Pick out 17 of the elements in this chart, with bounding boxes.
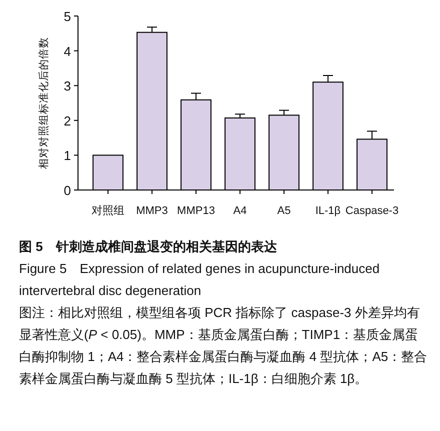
y-tick-label: 1 xyxy=(64,148,71,164)
x-tick-label: MMP13 xyxy=(177,205,215,217)
y-axis-title: 相对对照组标准化后的倍数 xyxy=(37,37,50,169)
text: 图注：相比对照组，模型组各项 PCR 指标除了 caspase-3 外差异均有显著性意义(P < 0.05)。MMP：基质金属蛋白酶；TIMP1：基质金属蛋白酶抑制物 1；A4：整合素样金属蛋白酶与凝血酶 4 型抗体；A5：整合素样金属蛋白酶与凝血酶 5 型抗体；IL-1β：白细胞介素 1β。 xyxy=(19,304,428,388)
x-tick-label: A4 xyxy=(233,205,247,217)
y-tick-label: 0 xyxy=(64,183,71,198)
x-tick-label: IL-1β xyxy=(315,205,341,217)
x-tick-label: MMP3 xyxy=(136,205,168,217)
y-tick-label: 3 xyxy=(64,78,71,94)
y-tick-label: 4 xyxy=(64,44,71,59)
y-tick-label: 2 xyxy=(64,113,71,128)
x-tick-label: A5 xyxy=(277,205,291,217)
x-tick-label: 对照组 xyxy=(92,204,124,217)
x-tick-label: Caspase-3 xyxy=(345,205,399,217)
text: 图 5 针刺造成椎间盘退变的相关基因的表达 xyxy=(19,238,278,256)
y-tick-label: 5 xyxy=(64,9,71,24)
text: Figure 5 Expression of related genes in acupuncture-induced intervertebral disc degeneration xyxy=(19,260,381,300)
